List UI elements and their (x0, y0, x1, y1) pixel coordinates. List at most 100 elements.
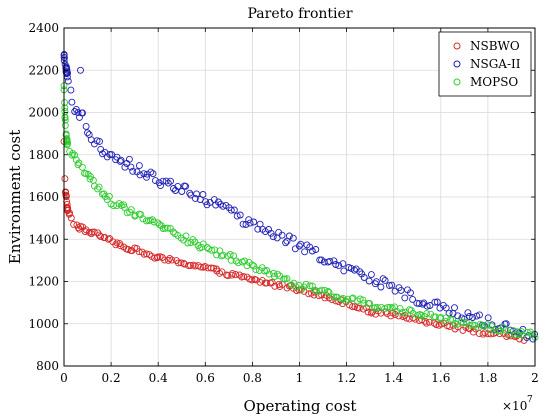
data-point (359, 296, 367, 304)
data-point (61, 175, 69, 183)
data-point (66, 209, 74, 217)
data-point (168, 256, 176, 264)
data-point (377, 283, 385, 291)
data-point (295, 242, 303, 250)
data-point (509, 327, 517, 335)
data-point (342, 297, 350, 305)
data-point (153, 254, 161, 262)
data-point (494, 327, 502, 335)
data-point (396, 305, 404, 313)
data-point (483, 321, 491, 329)
data-point (386, 282, 393, 290)
data-point (325, 289, 333, 296)
legend-marker (453, 60, 461, 68)
data-point (432, 321, 440, 328)
data-point (121, 163, 129, 171)
data-point (344, 295, 352, 303)
data-point (449, 316, 457, 324)
data-point (421, 317, 429, 325)
data-point (416, 310, 424, 318)
chart-title: Pareto frontier (247, 6, 352, 22)
data-point (349, 303, 356, 311)
data-point (289, 234, 297, 242)
data-point (364, 308, 372, 316)
data-point (453, 320, 461, 328)
data-point (75, 225, 83, 233)
data-point (432, 313, 439, 321)
data-point (129, 167, 137, 175)
legend-marker (453, 42, 461, 50)
data-point (70, 220, 78, 228)
data-point (149, 170, 157, 178)
data-point (95, 183, 103, 191)
data-point (81, 228, 89, 235)
data-point (278, 231, 286, 239)
data-point (213, 251, 221, 259)
ticks-layer: 0 0.2 0.4 0.6 0.8 1 1.2 1.4 1.6 1.8 2 800 1000 1200 14… (28, 21, 538, 385)
data-point (96, 137, 103, 145)
data-point (229, 269, 236, 277)
data-point (330, 293, 338, 301)
data-point (214, 198, 222, 206)
data-point (232, 271, 240, 278)
data-point (227, 206, 235, 214)
data-point (105, 192, 113, 200)
data-point (308, 247, 316, 255)
x-axis-exponent: ×10 7 (502, 395, 533, 413)
data-point (312, 246, 320, 253)
data-point (208, 246, 216, 254)
data-point (82, 122, 90, 130)
data-point (230, 206, 238, 214)
data-point (339, 260, 347, 268)
data-point (182, 182, 190, 190)
data-point (484, 314, 492, 322)
data-point (74, 224, 82, 232)
data-point (372, 278, 380, 286)
data-point (150, 218, 158, 226)
data-point (202, 198, 210, 206)
data-point (379, 275, 387, 283)
data-point (161, 224, 169, 232)
data-point (330, 257, 338, 265)
y-tick-label: 800 (36, 359, 59, 373)
data-point (161, 256, 169, 264)
data-point (67, 214, 75, 222)
data-point (199, 240, 207, 248)
data-point (524, 332, 532, 340)
data-point (72, 105, 80, 113)
data-point (135, 162, 143, 170)
data-point (234, 259, 242, 267)
data-point (197, 263, 205, 271)
x-tick-label: 0.6 (196, 371, 215, 385)
data-point (506, 326, 514, 334)
data-point (74, 109, 82, 117)
data-point (326, 257, 334, 265)
y-tick-label: 1000 (28, 317, 59, 331)
data-point (360, 274, 368, 281)
data-point (207, 264, 215, 272)
data-point (475, 324, 483, 332)
data-point (84, 129, 91, 137)
data-point (460, 319, 467, 327)
x-tick-label: 0.2 (102, 371, 121, 385)
data-point (479, 322, 487, 330)
data-point (64, 77, 72, 85)
data-point (423, 302, 431, 310)
data-point (313, 287, 320, 295)
legend-label: NSBWO (470, 39, 520, 53)
x-tick-label: 1.8 (478, 371, 497, 385)
data-point (465, 313, 473, 320)
data-point (90, 228, 98, 236)
data-point (219, 251, 227, 259)
y-tick-label: 2200 (28, 63, 59, 77)
data-point (62, 67, 70, 75)
data-point (366, 300, 374, 307)
data-point (162, 177, 170, 185)
y-tick-label: 2400 (28, 21, 59, 35)
data-point (409, 295, 417, 303)
data-point (511, 330, 519, 338)
data-point (355, 304, 363, 312)
data-point (523, 334, 531, 342)
data-point (145, 251, 153, 259)
